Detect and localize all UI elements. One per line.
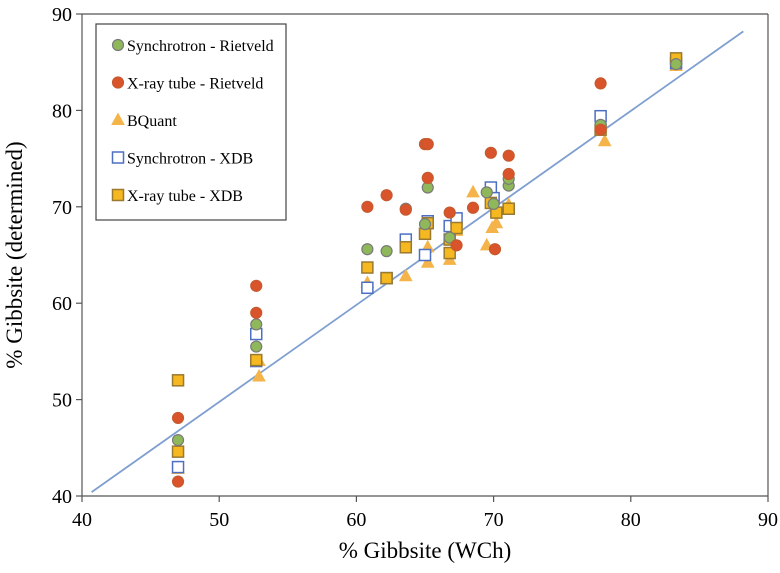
data-point xyxy=(484,146,497,159)
legend-box xyxy=(95,23,287,221)
series-1 xyxy=(171,77,607,488)
data-point xyxy=(361,261,374,274)
reference-line xyxy=(91,30,744,493)
data-point xyxy=(594,123,607,136)
x-tick-label: 60 xyxy=(346,509,366,531)
data-point xyxy=(421,171,434,184)
data-point xyxy=(450,221,463,235)
data-point xyxy=(418,218,432,231)
data-point xyxy=(420,255,435,268)
data-point xyxy=(669,58,683,71)
legend-label: Synchrotron - XDB xyxy=(127,151,253,168)
y-tick-label: 80 xyxy=(52,100,72,122)
data-point xyxy=(380,271,393,285)
data-point xyxy=(250,306,263,319)
ticks: 40 50 60 70 80 90 40 50 60 70 80 90 xyxy=(52,4,778,531)
data-points xyxy=(171,52,683,488)
data-point xyxy=(594,77,607,90)
data-point xyxy=(171,445,185,458)
data-point xyxy=(480,186,493,199)
legend-label: X-ray tube - XDB xyxy=(127,188,243,205)
data-point xyxy=(250,279,263,292)
legend-marker xyxy=(111,112,125,125)
legend-marker xyxy=(111,38,125,52)
axes xyxy=(81,13,769,497)
data-point xyxy=(399,241,413,254)
x-tick-label: 50 xyxy=(209,509,229,531)
data-point xyxy=(380,189,393,202)
reference-line-group xyxy=(91,30,744,493)
data-point xyxy=(443,231,456,244)
data-point xyxy=(171,411,185,425)
legend-marker xyxy=(111,76,125,89)
data-point xyxy=(361,281,374,295)
data-point xyxy=(171,460,185,474)
legend-label: BQuant xyxy=(127,113,177,130)
data-point xyxy=(171,475,185,488)
x-tick-label: 90 xyxy=(758,509,778,531)
y-axis-title: % Gibbsite (determined) xyxy=(2,141,27,368)
data-point xyxy=(502,149,515,162)
y-tick-label: 50 xyxy=(52,390,72,412)
data-point xyxy=(252,368,266,382)
x-tick-label: 80 xyxy=(621,509,641,531)
data-point xyxy=(450,239,463,252)
data-point xyxy=(250,318,263,331)
data-point xyxy=(250,340,263,353)
x-tick-label: 70 xyxy=(484,509,504,531)
legend: Synchrotron - Rietveld X-ray tube - Rietv… xyxy=(95,23,287,221)
data-point xyxy=(466,184,480,198)
data-point xyxy=(502,167,515,181)
data-point xyxy=(380,245,393,258)
x-axis-title: % Gibbsite (WCh) xyxy=(339,538,511,563)
legend-marker xyxy=(111,188,125,202)
data-point xyxy=(399,203,412,216)
data-point xyxy=(487,197,500,211)
data-point xyxy=(398,268,413,282)
data-point xyxy=(488,243,502,256)
y-tick-label: 70 xyxy=(52,197,72,219)
data-point xyxy=(361,243,374,256)
data-point xyxy=(489,215,504,229)
data-point xyxy=(421,138,434,151)
y-tick-label: 90 xyxy=(52,4,72,26)
data-point xyxy=(466,201,480,214)
data-point xyxy=(443,206,456,219)
legend-marker xyxy=(111,151,125,164)
data-point xyxy=(597,133,612,147)
data-point xyxy=(249,353,263,367)
data-point xyxy=(171,433,185,447)
legend-label: X-ray tube - Rietveld xyxy=(127,76,263,93)
data-point xyxy=(361,200,374,213)
data-point xyxy=(443,246,456,260)
data-point xyxy=(171,374,185,387)
data-point xyxy=(502,202,515,215)
x-tick-label: 40 xyxy=(72,509,92,531)
data-point xyxy=(418,248,432,262)
y-tick-label: 40 xyxy=(52,486,72,508)
legend-label: Synchrotron - Rietveld xyxy=(127,38,274,55)
y-tick-label: 60 xyxy=(52,293,72,315)
